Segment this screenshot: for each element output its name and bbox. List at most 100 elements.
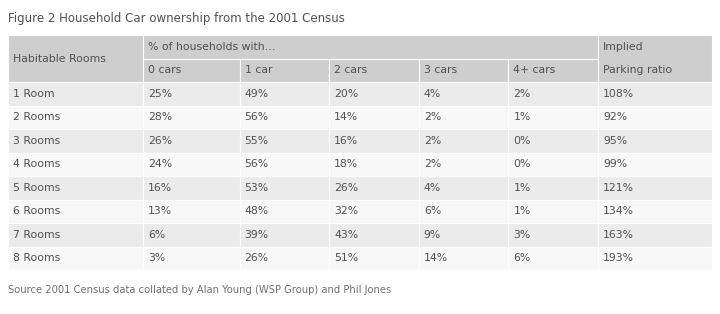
Bar [143, 35, 598, 58]
Bar [598, 176, 712, 199]
Bar [508, 106, 598, 129]
Bar [143, 153, 240, 176]
Text: 4+ cars: 4+ cars [513, 65, 556, 75]
Bar [8, 223, 143, 246]
Text: 2%: 2% [424, 112, 441, 122]
Bar [240, 106, 329, 129]
Text: 1 car: 1 car [245, 65, 272, 75]
Bar [240, 58, 329, 82]
Text: 32%: 32% [334, 206, 359, 216]
Text: 2%: 2% [424, 159, 441, 169]
Bar [598, 246, 712, 270]
Bar [143, 82, 240, 106]
Text: 6 Rooms: 6 Rooms [13, 206, 60, 216]
Bar [419, 199, 508, 223]
Bar [598, 153, 712, 176]
Bar [598, 106, 712, 129]
Text: 51%: 51% [334, 253, 359, 263]
Text: 134%: 134% [603, 206, 634, 216]
Text: 1%: 1% [513, 206, 531, 216]
Text: 108%: 108% [603, 89, 634, 99]
Bar [508, 176, 598, 199]
Text: 26%: 26% [334, 183, 359, 193]
Text: 3 cars: 3 cars [424, 65, 457, 75]
Bar [508, 246, 598, 270]
Text: Parking ratio: Parking ratio [603, 65, 672, 75]
Text: 5 Rooms: 5 Rooms [13, 183, 60, 193]
Bar [598, 223, 712, 246]
Text: 2%: 2% [513, 89, 531, 99]
Bar [143, 176, 240, 199]
Text: 25%: 25% [148, 89, 172, 99]
Bar [598, 35, 712, 82]
Bar [598, 199, 712, 223]
Text: 1 Room: 1 Room [13, 89, 55, 99]
Bar [329, 153, 419, 176]
Bar [240, 82, 329, 106]
Bar [329, 82, 419, 106]
Text: 2 Rooms: 2 Rooms [13, 112, 60, 122]
Text: 1%: 1% [513, 183, 531, 193]
Bar [329, 246, 419, 270]
Bar [143, 106, 240, 129]
Bar [8, 35, 143, 82]
Text: 26%: 26% [148, 136, 172, 146]
Bar [508, 153, 598, 176]
Bar [8, 129, 143, 153]
Text: 1%: 1% [513, 112, 531, 122]
Text: 8 Rooms: 8 Rooms [13, 253, 60, 263]
Bar [8, 82, 143, 106]
Text: 14%: 14% [424, 253, 448, 263]
Text: 4 Rooms: 4 Rooms [13, 159, 60, 169]
Text: 121%: 121% [603, 183, 634, 193]
Bar [143, 223, 240, 246]
Bar [143, 58, 240, 82]
Bar [598, 82, 712, 106]
Bar [419, 58, 508, 82]
Text: 16%: 16% [148, 183, 172, 193]
Text: 16%: 16% [334, 136, 359, 146]
Bar [419, 176, 508, 199]
Text: 4%: 4% [424, 89, 441, 99]
Text: 0%: 0% [513, 159, 531, 169]
Text: 26%: 26% [245, 253, 269, 263]
Bar [329, 58, 419, 82]
Bar [508, 58, 598, 82]
Bar [8, 153, 143, 176]
Text: 99%: 99% [603, 159, 627, 169]
Bar [419, 106, 508, 129]
Text: Source 2001 Census data collated by Alan Young (WSP Group) and Phil Jones: Source 2001 Census data collated by Alan… [8, 285, 391, 295]
Text: 163%: 163% [603, 230, 634, 240]
Text: 95%: 95% [603, 136, 627, 146]
Text: 6%: 6% [424, 206, 441, 216]
Text: Habitable Rooms: Habitable Rooms [13, 53, 106, 63]
Text: 0%: 0% [513, 136, 531, 146]
Text: 0 cars: 0 cars [148, 65, 181, 75]
Text: 55%: 55% [245, 136, 269, 146]
Bar [240, 199, 329, 223]
Text: 13%: 13% [148, 206, 172, 216]
Text: 24%: 24% [148, 159, 172, 169]
Bar [240, 153, 329, 176]
Bar [419, 153, 508, 176]
Text: 7 Rooms: 7 Rooms [13, 230, 60, 240]
Text: 56%: 56% [245, 112, 269, 122]
Text: 3%: 3% [513, 230, 531, 240]
Bar [143, 246, 240, 270]
Text: 18%: 18% [334, 159, 359, 169]
Bar [419, 82, 508, 106]
Bar [419, 246, 508, 270]
Bar [240, 176, 329, 199]
Text: 49%: 49% [245, 89, 269, 99]
Text: 28%: 28% [148, 112, 172, 122]
Text: % of households with…: % of households with… [148, 42, 276, 52]
Bar [508, 223, 598, 246]
Text: 92%: 92% [603, 112, 627, 122]
Text: 4%: 4% [424, 183, 441, 193]
Bar [143, 129, 240, 153]
Bar [143, 199, 240, 223]
Text: 53%: 53% [245, 183, 269, 193]
Text: 2 cars: 2 cars [334, 65, 367, 75]
Text: 193%: 193% [603, 253, 634, 263]
Bar [329, 129, 419, 153]
